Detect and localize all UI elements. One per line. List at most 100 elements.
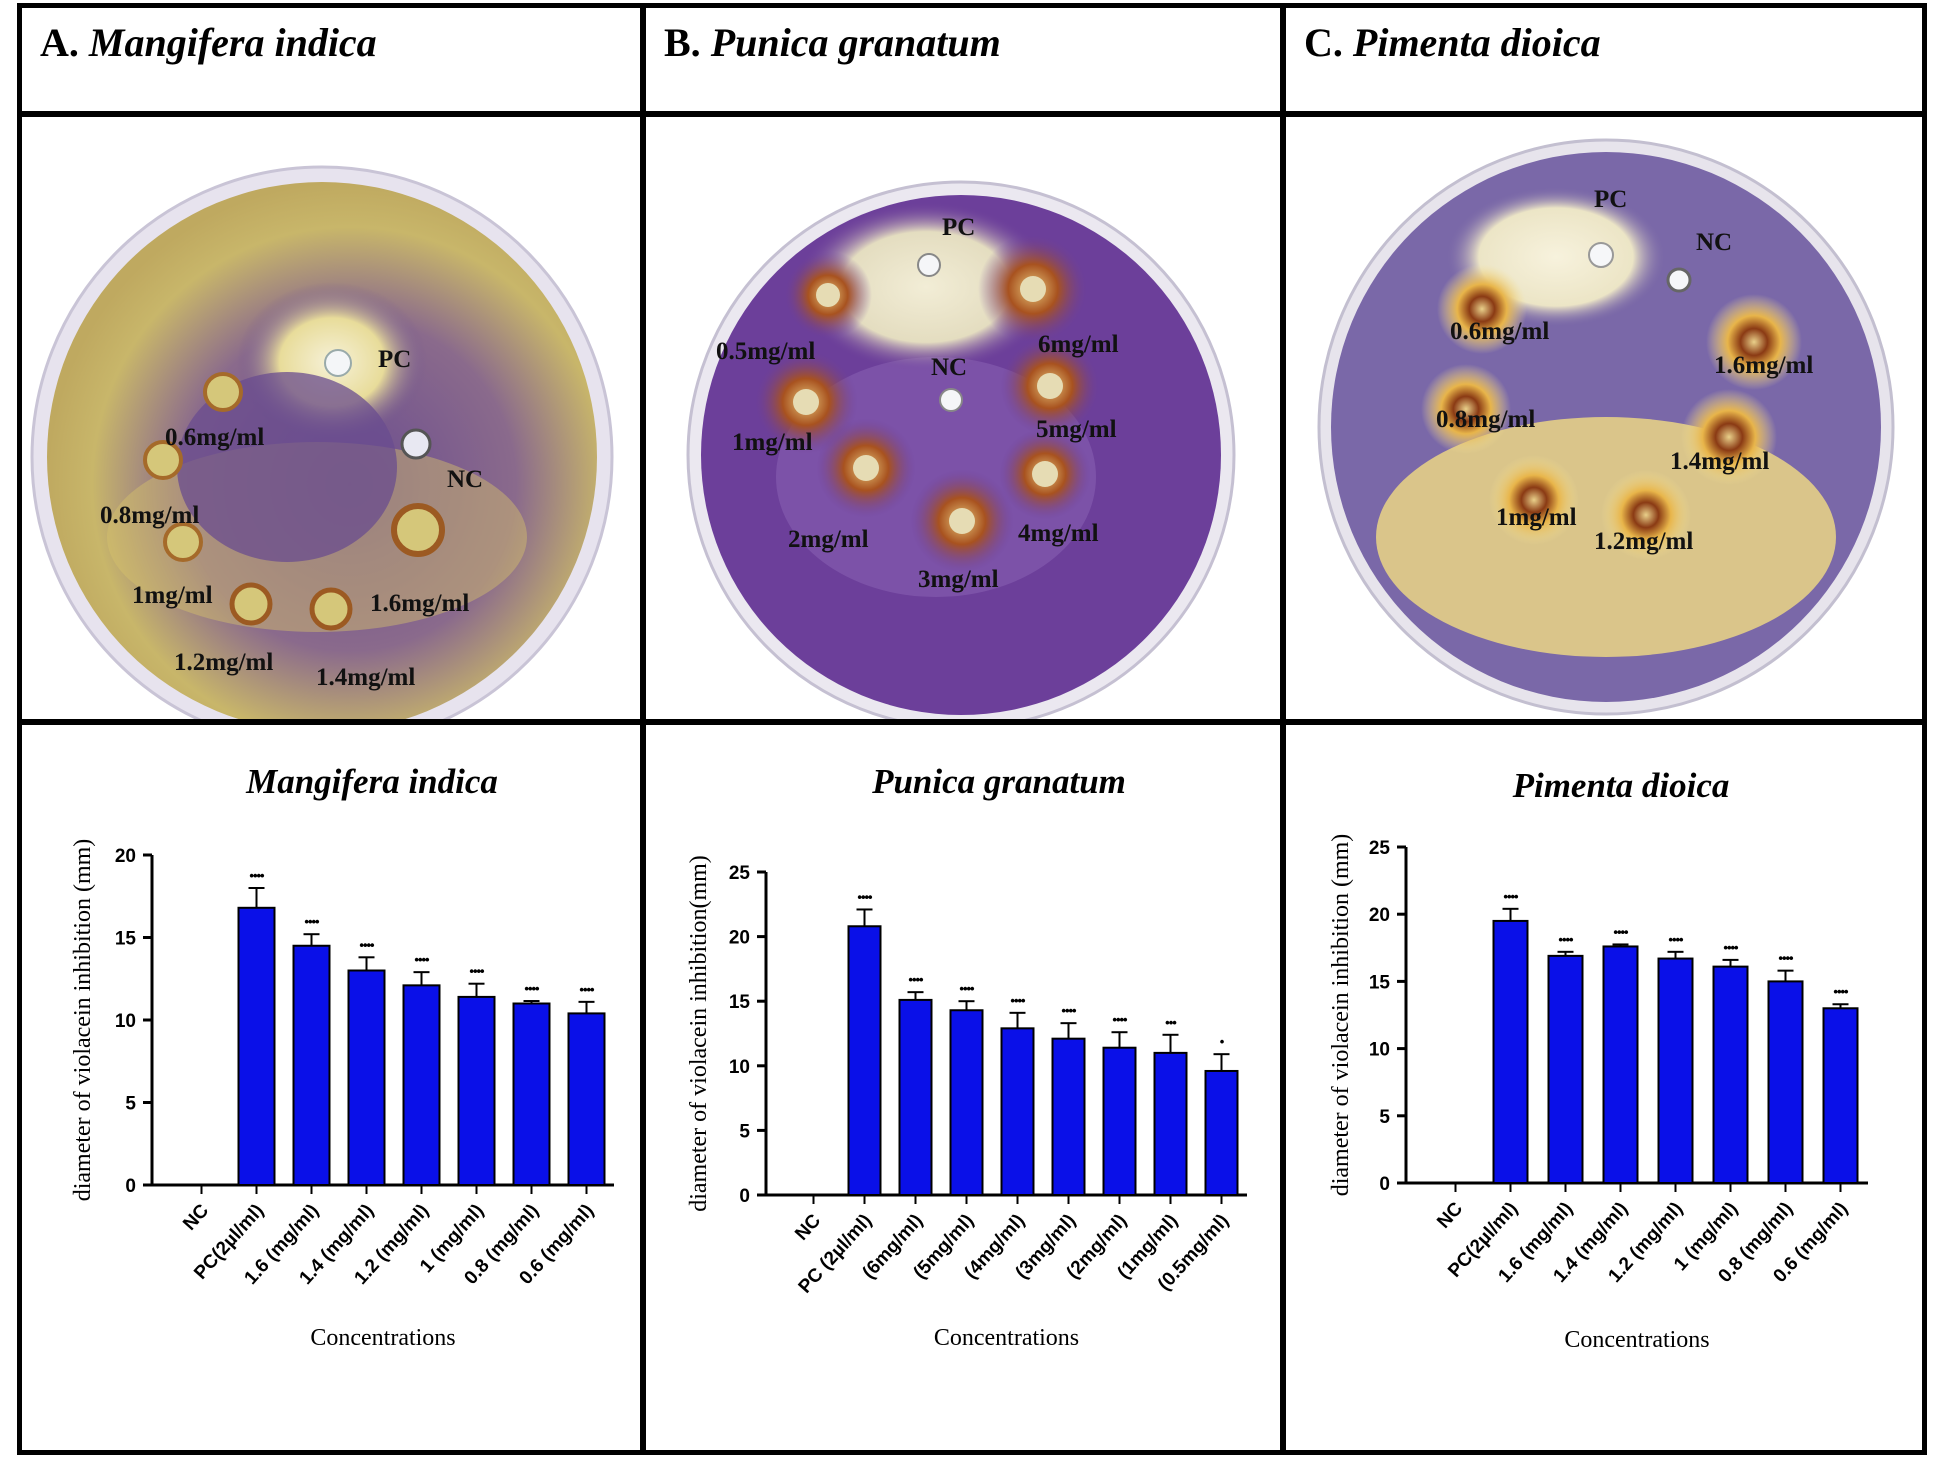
y-axis-label: diameter of violacein inhibition (mm) [1328,834,1354,1197]
significance-marker: •••• [1558,932,1574,947]
significance-marker: •••• [414,952,430,967]
significance-marker: •••• [1112,1012,1128,1027]
y-tick-label: 0 [1379,1174,1390,1195]
panel-c-letter: C. [1304,20,1343,65]
bar [1767,980,1804,1184]
plate-a-label-nc: NC [447,466,483,493]
plate-b-label-5: 5mg/ml [1036,416,1117,443]
plate-a-label-1-4: 1.4mg/ml [316,664,415,691]
bar [512,1002,551,1186]
plate-c-label-1-2: 1.2mg/ml [1594,528,1693,555]
y-tick-label: 25 [729,863,751,884]
panel-b-header: B. Punica granatum [641,3,1285,116]
significance-marker: •••• [1723,940,1739,955]
y-tick-label: 10 [115,1011,136,1032]
significance-marker: •••• [249,868,265,883]
chart-mangifera-indica: Mangifera indica diameter of violacein in… [70,762,614,1351]
y-tick-label: 25 [1369,838,1391,859]
bar [292,944,331,1186]
y-tick-label: 20 [115,846,136,867]
significance-marker: •••• [359,937,375,952]
bar [1204,1069,1239,1196]
bar [1492,919,1529,1184]
bar [1051,1037,1086,1196]
x-axis-label: Concentrations [934,1325,1079,1351]
bar [898,998,933,1196]
x-category-label: NC [791,1210,825,1245]
significance-marker: •••• [1010,993,1026,1008]
plate-c-label-nc: NC [1696,229,1732,256]
plate-c-label-0-8: 0.8mg/ml [1436,406,1535,433]
panel-c-header: C. Pimenta dioica [1281,3,1927,116]
y-axis-label: diameter of violacein inhibition (mm) [70,839,96,1202]
y-axis-label: diameter of violacein inhibition(mm) [686,855,712,1212]
chart-title: Pimenta dioica [1512,766,1730,805]
plate-c-image: PC NC 0.6mg/ml 0.8mg/ml 1mg/ml 1.2mg/ml … [1317,138,1895,716]
panel-c-species: Pimenta dioica [1352,20,1601,65]
plate-a-label-1-2: 1.2mg/ml [174,649,273,676]
bar [457,995,496,1186]
significance-marker: ••• [1165,1015,1177,1030]
panel-a-chart-cell: Mangifera indica diameter of violacein in… [17,720,645,1455]
plate-b-label-1: 1mg/ml [732,429,813,456]
x-axis-label: Concentrations [1564,1327,1709,1353]
y-tick-label: 20 [729,928,750,949]
y-tick-label: 15 [1369,972,1391,993]
bar [1102,1046,1137,1196]
bar [949,1009,984,1196]
chart-pimenta-dioica: Pimenta dioica diameter of violacein inhi… [1328,766,1868,1353]
panel-b-chart-cell: Punica granatum diameter of violacein inh… [641,720,1285,1455]
panel-c-chart-cell: Pimenta dioica diameter of violacein inhi… [1281,720,1927,1455]
plate-a-image: PC NC 0.6mg/ml 0.8mg/ml 1mg/ml 1.2mg/ml … [30,165,614,719]
y-tick-label: 10 [1369,1040,1390,1061]
panel-a-letter: A. [40,20,79,65]
y-tick-label: 5 [739,1121,750,1142]
plate-wells [754,234,1100,573]
panel-a-species: Mangifera indica [88,20,377,65]
significance-marker: •••• [1833,984,1849,999]
panel-b-letter: B. [664,20,701,65]
bar [1822,1007,1859,1184]
plate-b-label-pc: PC [942,214,975,241]
significance-marker: •••• [857,889,873,904]
plate-b-image: PC NC 0.5mg/ml 1mg/ml 2mg/ml 3mg/ml 4mg/… [686,180,1236,719]
significance-marker: •••• [579,982,595,997]
y-tick-label: 5 [1379,1107,1390,1128]
plate-b-label-nc: NC [931,354,967,381]
x-category-label: NC [1433,1198,1467,1233]
y-tick-label: 10 [729,1057,750,1078]
y-tick-label: 0 [739,1186,750,1207]
bar [1000,1027,1035,1196]
significance-marker: •••• [1503,889,1519,904]
significance-marker: • [1220,1034,1225,1049]
plate-a-label-1-6: 1.6mg/ml [370,590,469,617]
plate-a-label-0-8: 0.8mg/ml [100,502,199,529]
panel-b-plate-cell: PC NC 0.5mg/ml 1mg/ml 2mg/ml 3mg/ml 4mg/… [641,112,1285,724]
bar [1657,957,1694,1184]
significance-marker: •••• [908,972,924,987]
bar [237,906,276,1187]
plate-wells [1421,242,1802,560]
significance-marker: •••• [959,981,975,996]
plate-c-label-1-6: 1.6mg/ml [1714,352,1813,379]
plate-b-label-6: 6mg/ml [1038,331,1119,358]
x-axis-label: Concentrations [310,1325,455,1351]
panel-a-header: A. Mangifera indica [17,3,645,116]
plate-wells [143,349,445,631]
bar [1712,965,1749,1184]
y-tick-label: 5 [125,1094,136,1115]
significance-marker: •••• [1668,932,1684,947]
bar [1153,1051,1188,1196]
chart-title: Punica granatum [871,762,1126,801]
plate-c-label-0-6: 0.6mg/ml [1450,318,1549,345]
panel-c-plate-cell: PC NC 0.6mg/ml 0.8mg/ml 1mg/ml 1.2mg/ml … [1281,112,1927,724]
plate-c-label-1-4: 1.4mg/ml [1670,448,1769,475]
bar [847,925,882,1196]
significance-marker: •••• [1613,924,1629,939]
panel-b-species: Punica granatum [710,20,1001,65]
significance-marker: •••• [469,964,485,979]
bar [567,1012,606,1186]
x-category-label: NC [179,1200,213,1235]
plate-a-label-pc: PC [378,346,411,373]
